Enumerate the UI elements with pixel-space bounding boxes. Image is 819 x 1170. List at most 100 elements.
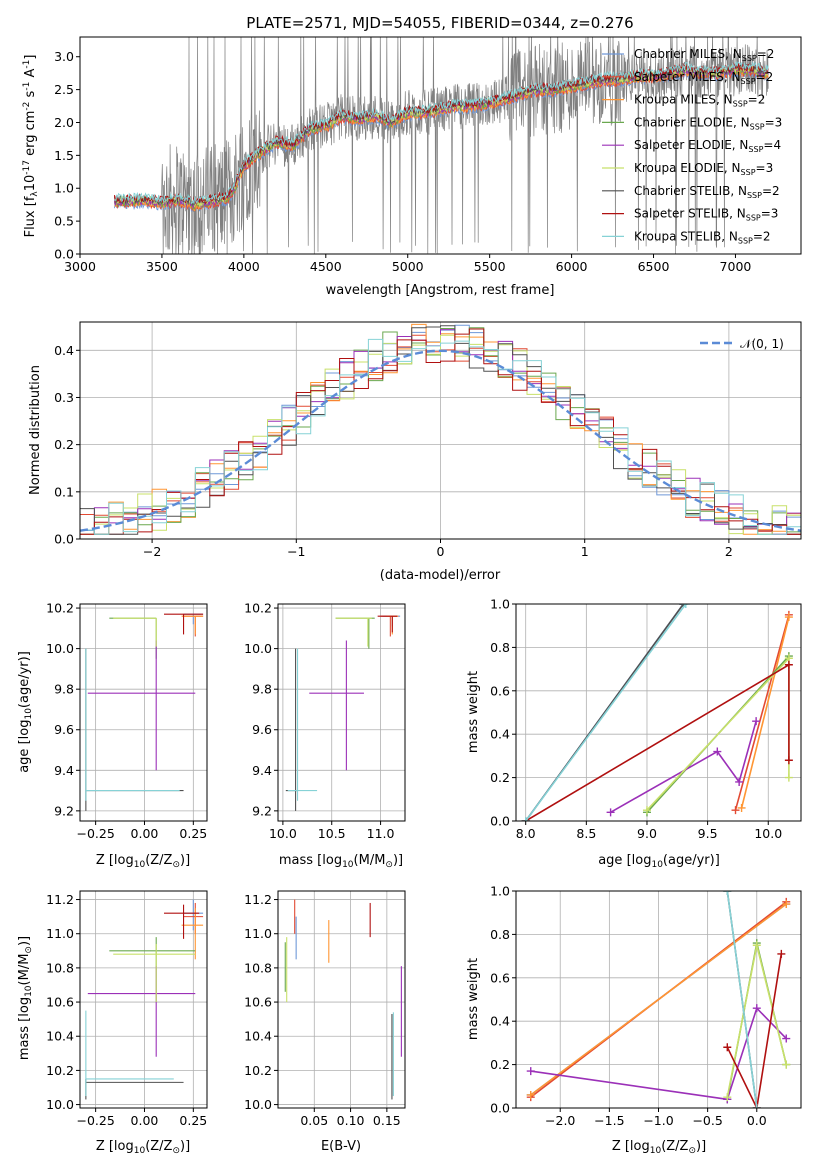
y-tick-label: 0.0 xyxy=(54,532,74,547)
label-part: mass [log xyxy=(17,997,32,1060)
y-tick-label: 0.6 xyxy=(490,970,510,985)
label-part: 10 xyxy=(651,860,663,870)
axes-frame xyxy=(515,603,802,822)
weight-marker xyxy=(521,817,530,821)
weight-marker xyxy=(752,1104,761,1108)
x-tick-label: −1 xyxy=(287,544,305,559)
errorbar-point-8 xyxy=(287,648,318,801)
residual-hist-8 xyxy=(80,338,801,535)
y-tick-label: 9.8 xyxy=(252,682,272,697)
mass-weight-vs-Z-xlabel: Z [log10(Z/Z⊙)] xyxy=(612,1139,706,1156)
mass-vs-Z-xlabel: Z [log10(Z/Z⊙)] xyxy=(96,1139,190,1156)
label-part: -1 xyxy=(22,60,32,69)
label-part: Z [log xyxy=(96,853,134,868)
axes-frame xyxy=(79,603,208,822)
y-tick-label: 10.2 xyxy=(46,1063,74,1078)
x-tick-label: 0.25 xyxy=(179,826,207,841)
mass-vs-Z-axes: −0.25 0.00 0.25 10.0 10.2 10.4 10.6 10.8 11.0 11.… xyxy=(46,890,208,1128)
axes-frame xyxy=(79,36,802,255)
x-tick-label: 11.0 xyxy=(367,826,395,841)
y-tick-label: 9.8 xyxy=(54,682,74,697)
y-tick-label: 0.2 xyxy=(490,770,510,785)
legend-label-sub: SSP xyxy=(747,191,762,200)
y-tick-label: 9.4 xyxy=(252,763,272,778)
legend-label-7: Salpeter STELIB, NSSP=3 xyxy=(634,207,778,223)
label-part: Z [log xyxy=(612,1139,650,1154)
model-spectrum-8 xyxy=(114,60,769,205)
legend-label-sub: SSP xyxy=(733,100,748,109)
errorbar-point-7 xyxy=(164,613,204,635)
errorbar-point-3 xyxy=(335,617,375,649)
label-part: 10 xyxy=(650,1146,662,1156)
x-tick-label: 3500 xyxy=(146,259,178,274)
legend-label-tail: =3 xyxy=(765,115,783,129)
y-tick-label: 1.0 xyxy=(490,884,510,899)
label-part: 10 xyxy=(24,708,34,720)
y-tick-label: 10.2 xyxy=(46,601,74,616)
x-tick-label: 8.5 xyxy=(576,826,596,841)
mass-weight-vs-age-axes: 8.0 8.5 9.0 9.5 10.0 0.0 0.2 0.4 0.6 0.8 1.0 xyxy=(490,597,802,841)
weight-series-4 xyxy=(606,717,761,817)
y-tick-label: 10.8 xyxy=(46,960,74,975)
weight-series-5 xyxy=(723,941,791,1102)
y-tick-label: 9.4 xyxy=(54,763,74,778)
y-tick-label: 0.3 xyxy=(54,390,74,405)
y-tick-label: 0.1 xyxy=(54,484,74,499)
y-tick-label: 0.8 xyxy=(490,640,510,655)
legend-label-3: Chabrier ELODIE, NSSP=3 xyxy=(634,115,782,131)
legend-label-5: Kroupa ELODIE, NSSP=3 xyxy=(634,161,773,177)
x-tick-label: 5500 xyxy=(474,259,506,274)
errorbar-point-0 xyxy=(382,615,401,627)
x-tick-label: 6000 xyxy=(556,259,588,274)
x-tick-label: 0.0 xyxy=(747,1113,767,1128)
x-tick-label: 10.5 xyxy=(318,826,346,841)
weight-marker xyxy=(784,756,793,765)
legend-label-1: Salpeter MILES, NSSP=2 xyxy=(634,70,773,86)
label-part: age [log xyxy=(598,853,651,868)
legend-label-text: Salpeter ELODIE, N xyxy=(634,138,748,152)
y-tick-label: 0.2 xyxy=(490,1057,510,1072)
residual-xlabel: (data-model)/error xyxy=(380,568,501,583)
y-tick-label: 9.2 xyxy=(252,803,272,818)
label-part: 10 xyxy=(342,860,354,870)
errorbar-point-2 xyxy=(181,615,204,635)
label-part: λ xyxy=(30,191,40,197)
legend-label-tail: =4 xyxy=(763,138,781,152)
errorbar-point-3 xyxy=(109,937,196,1003)
y-tick-label: 10.4 xyxy=(46,1029,74,1044)
y-tick-label: 2.5 xyxy=(54,82,74,97)
age-vs-mass-axes: 10.0 10.5 11.0 9.2 9.4 9.6 9.8 10.0 10.2 xyxy=(244,601,406,841)
x-tick-label: 8.0 xyxy=(516,826,536,841)
x-tick-label: −2 xyxy=(143,544,161,559)
mass-vs-ebv-axes: 0.05 0.10 0.15 10.0 10.2 10.4 10.6 10.8 11.0 11.2 xyxy=(244,890,406,1128)
mass-weight-vs-age-ylabel: mass weight xyxy=(466,671,481,753)
weight-marker xyxy=(681,604,690,608)
residual-ylabel: Normed distribution xyxy=(28,365,43,495)
errorbar-point-7 xyxy=(377,615,398,633)
errorbar-point-4 xyxy=(309,640,364,771)
plot-area xyxy=(521,604,793,821)
x-tick-label: −0.25 xyxy=(76,826,114,841)
x-tick-label: 10.0 xyxy=(269,826,297,841)
legend-label-4: Salpeter ELODIE, NSSP=4 xyxy=(634,138,781,154)
weight-series-2 xyxy=(526,900,791,1099)
x-tick-label: 0.00 xyxy=(131,826,159,841)
label-part: ⊙ xyxy=(172,1146,180,1156)
age-vs-Z-axes: −0.25 0.00 0.25 9.2 9.4 9.6 9.8 10.0 10.2 xyxy=(46,601,208,841)
weight-line xyxy=(525,604,687,821)
model-spectrum-6 xyxy=(113,62,769,207)
weight-series-8 xyxy=(723,891,761,1108)
legend-label-text: Kroupa MILES, N xyxy=(634,93,733,107)
y-tick-label: 10.8 xyxy=(244,960,272,975)
y-tick-label: 9.2 xyxy=(54,803,74,818)
weight-marker xyxy=(526,1090,535,1099)
x-tick-label: 4000 xyxy=(228,259,260,274)
x-tick-label: 10.0 xyxy=(754,826,782,841)
y-tick-label: 3.0 xyxy=(54,49,74,64)
label-part: (M/M xyxy=(17,954,32,986)
y-tick-label: 0.4 xyxy=(490,727,510,742)
weight-marker xyxy=(782,1060,791,1069)
label-part: )] xyxy=(17,936,32,946)
weight-line xyxy=(726,891,758,1108)
age-vs-Z-ylabel: age [log10(age/yr)] xyxy=(17,651,34,773)
